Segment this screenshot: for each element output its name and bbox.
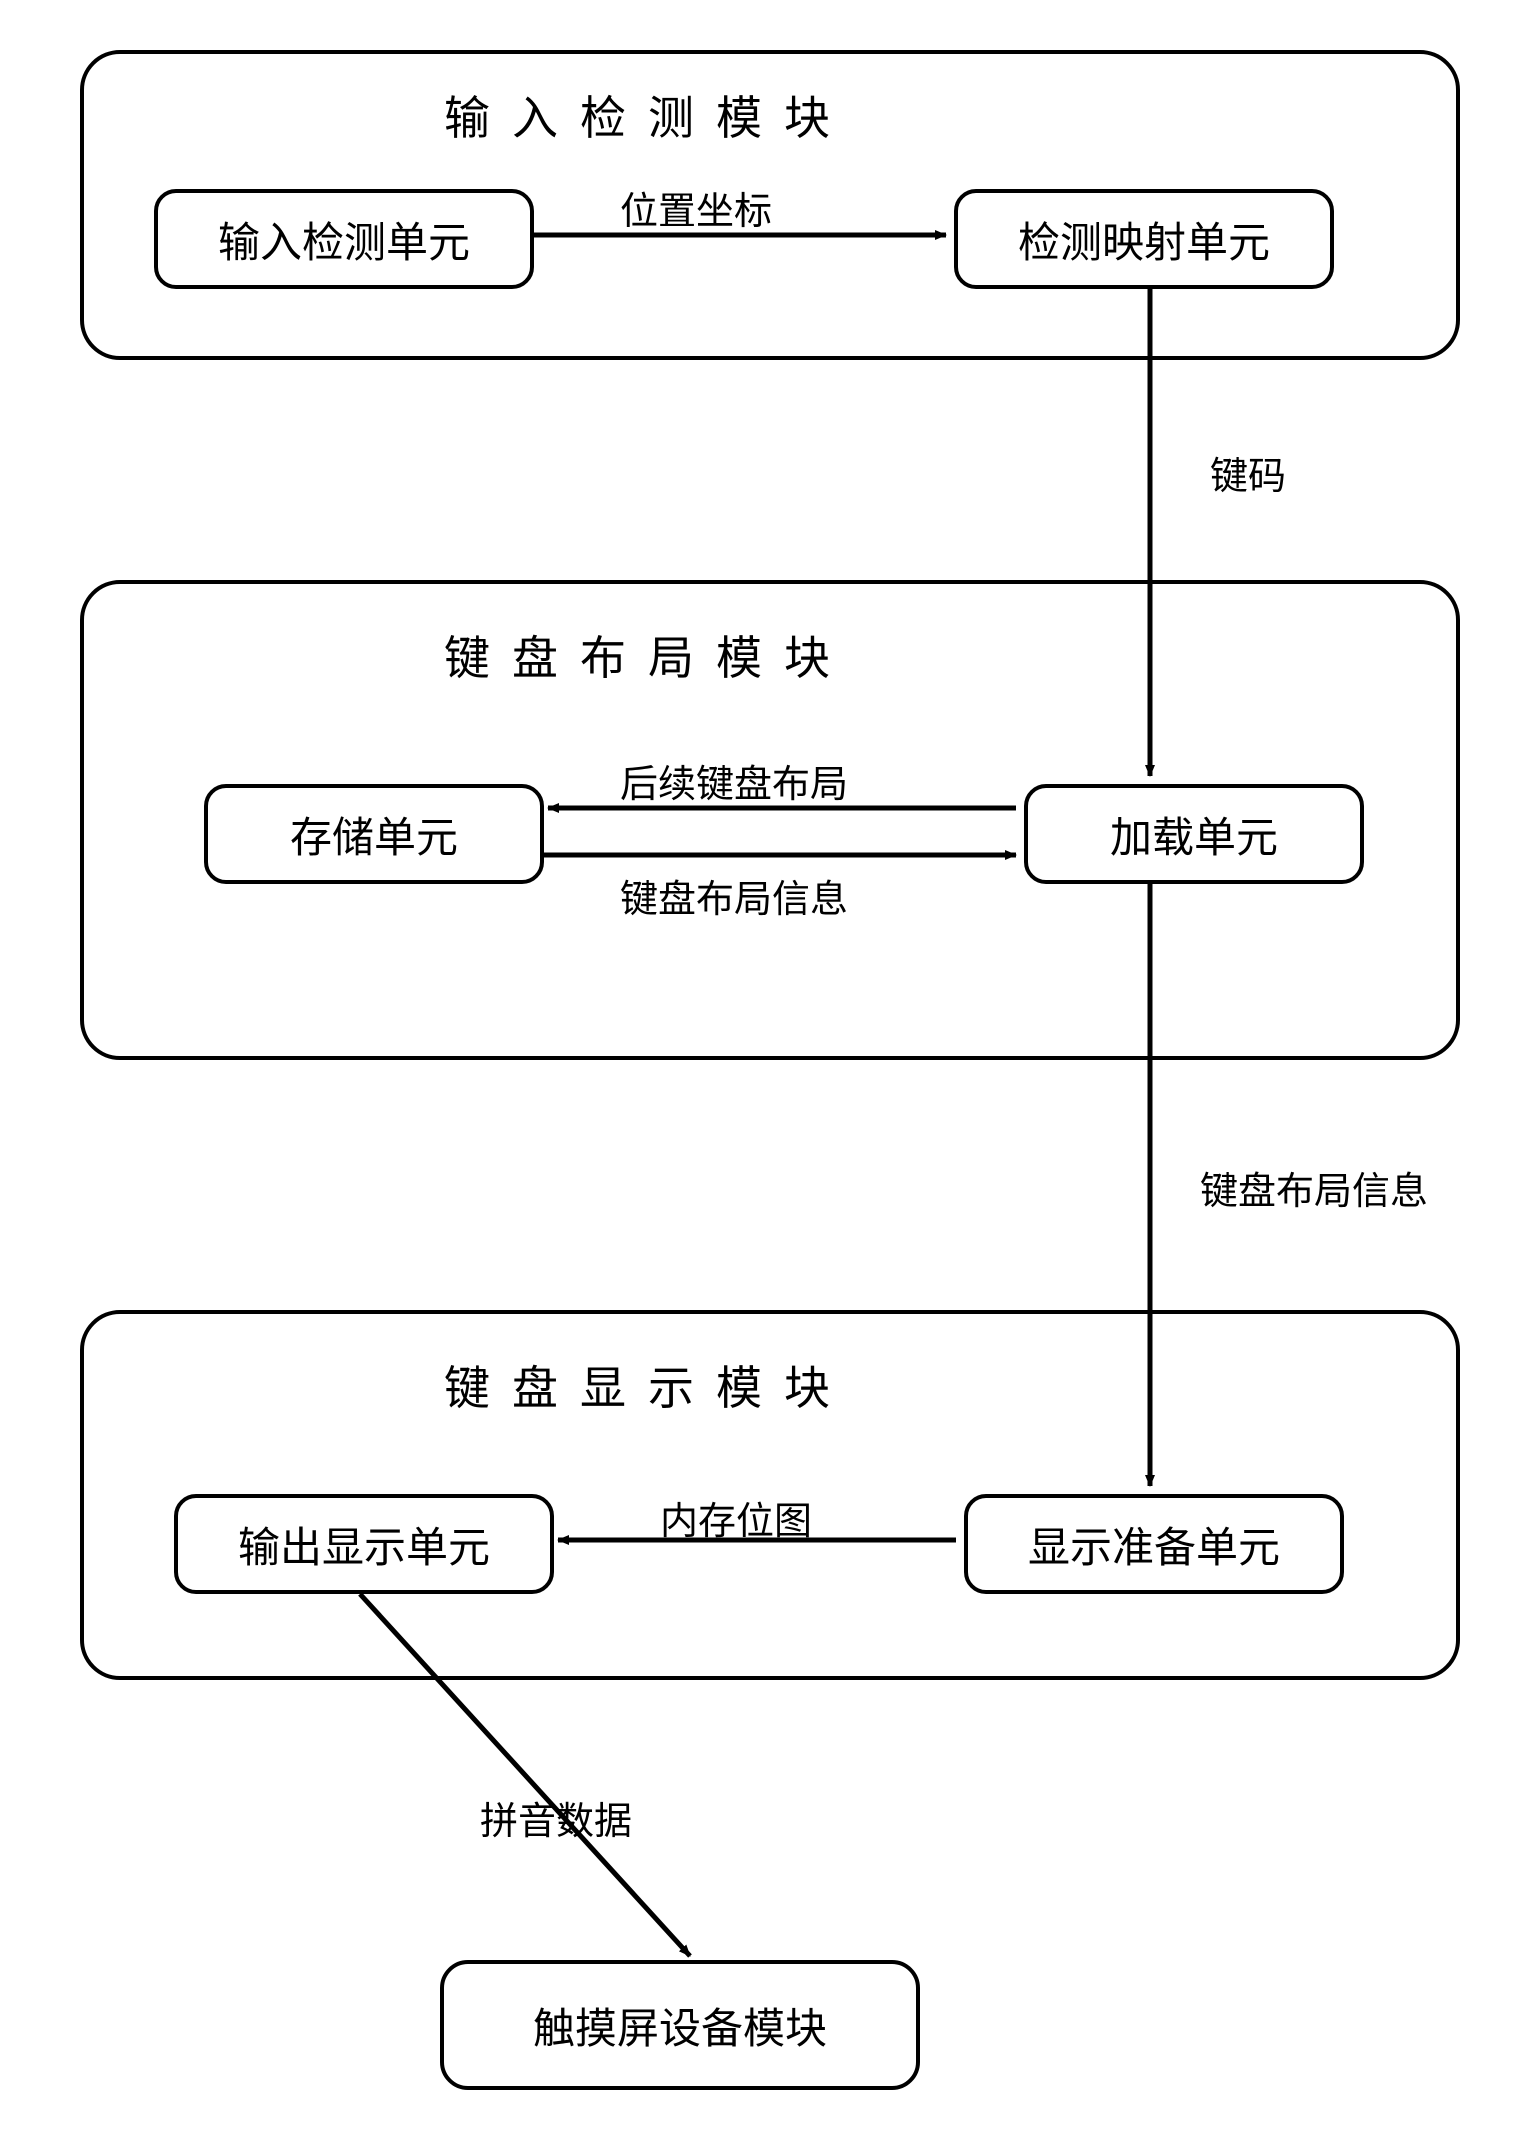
unit-touch-device: 触摸屏设备模块 [440,1960,920,2090]
unit-storage-label: 存储单元 [290,804,458,865]
unit-load: 加载单元 [1024,784,1364,884]
label-pos-coord: 位置坐标 [620,180,772,235]
unit-output-display: 输出显示单元 [174,1494,554,1594]
unit-touch-device-label: 触摸屏设备模块 [533,1995,827,2056]
unit-display-prep-label: 显示准备单元 [1028,1514,1280,1575]
label-pinyin-data: 拼音数据 [480,1790,632,1845]
label-mem-bitmap: 内存位图 [660,1490,812,1545]
module-keyboard-display-title: 键盘显示模块 [444,1352,852,1418]
label-layout-info-mid: 键盘布局信息 [620,868,848,923]
unit-detect-map: 检测映射单元 [954,189,1334,289]
unit-display-prep: 显示准备单元 [964,1494,1344,1594]
label-layout-info-down: 键盘布局信息 [1200,1160,1428,1215]
unit-load-label: 加载单元 [1110,804,1278,865]
module-keyboard-layout-title: 键盘布局模块 [444,622,852,688]
unit-input-detect-label: 输入检测单元 [218,209,470,270]
module-input-detect-title: 输入检测模块 [444,82,852,148]
label-subseq-layout: 后续键盘布局 [620,753,848,808]
unit-input-detect: 输入检测单元 [154,189,534,289]
label-key-code: 键码 [1210,445,1286,500]
unit-detect-map-label: 检测映射单元 [1018,209,1270,270]
unit-output-display-label: 输出显示单元 [238,1514,490,1575]
module-keyboard-layout: 键盘布局模块 存储单元 加载单元 [80,580,1460,1060]
unit-storage: 存储单元 [204,784,544,884]
